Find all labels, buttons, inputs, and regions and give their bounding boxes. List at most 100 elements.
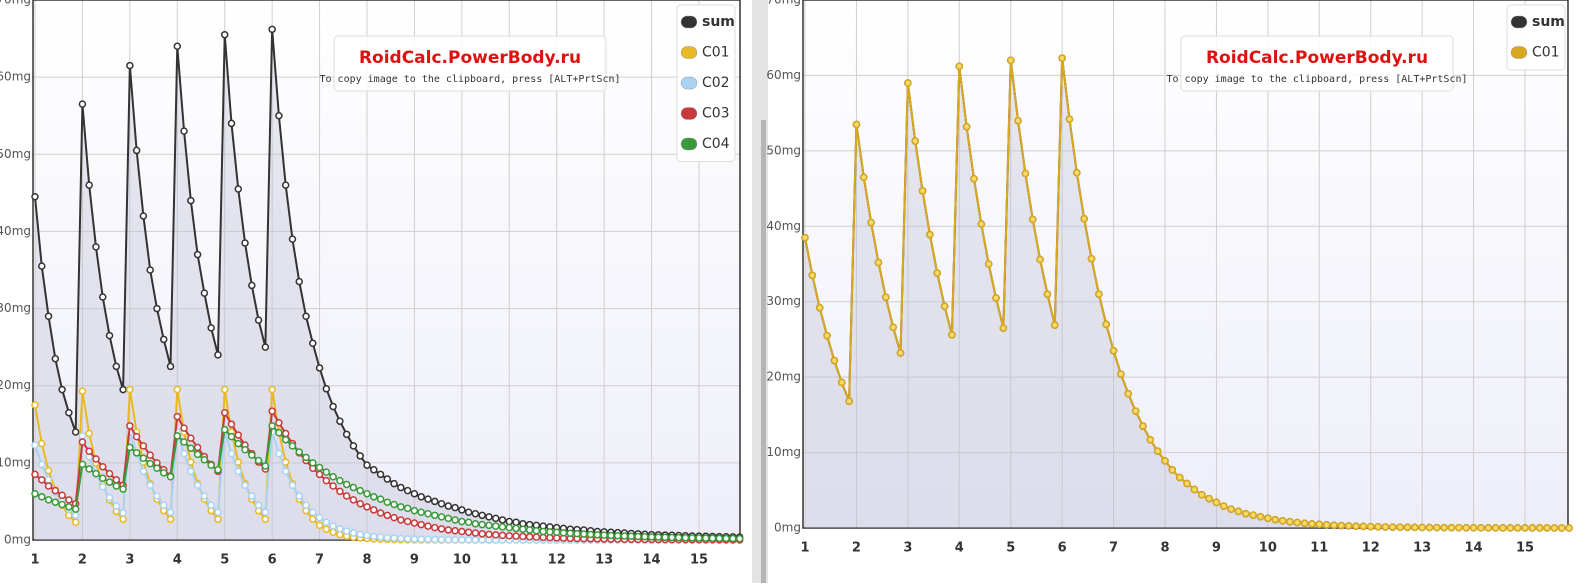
data-point (214, 351, 222, 359)
data-point (1264, 514, 1272, 522)
x-tick-label: 9 (410, 553, 419, 568)
data-point (383, 475, 392, 483)
data-point (85, 465, 93, 473)
data-point (180, 424, 188, 432)
data-point (1396, 523, 1404, 531)
data-point (132, 449, 141, 457)
legend-swatch (680, 76, 698, 90)
data-point (295, 277, 303, 286)
data-point (431, 497, 439, 506)
data-point (933, 269, 941, 277)
data-point (132, 146, 141, 155)
data-point (329, 522, 337, 530)
data-point (31, 401, 39, 409)
data-point (38, 262, 46, 270)
data-point (85, 429, 93, 438)
data-point (620, 532, 629, 540)
data-point (227, 432, 236, 441)
data-point (1183, 479, 1191, 488)
data-point (200, 289, 209, 297)
data-point (1315, 520, 1324, 529)
data-point (1014, 116, 1022, 125)
data-point (1565, 524, 1573, 532)
data-point (356, 499, 364, 508)
data-point (85, 181, 93, 189)
data-point (187, 444, 195, 452)
data-point (193, 481, 202, 489)
data-point (1447, 523, 1456, 532)
data-point (309, 459, 317, 467)
data-point (431, 523, 439, 532)
data-point (1190, 485, 1199, 494)
data-point (444, 526, 453, 534)
data-point (356, 452, 364, 460)
data-point (275, 449, 283, 458)
data-point (342, 527, 351, 535)
data-point (173, 412, 182, 421)
data-point (1300, 519, 1309, 527)
x-tick-label: 1 (30, 553, 39, 568)
data-point (139, 442, 148, 450)
data-point (295, 448, 303, 456)
data-point (38, 476, 46, 484)
y-tick-label: 20mg (0, 378, 31, 392)
data-point (837, 378, 846, 387)
data-point (1484, 524, 1493, 532)
data-point (275, 111, 283, 120)
data-point (437, 499, 446, 508)
data-point (31, 192, 39, 201)
data-point (302, 501, 310, 510)
data-point (166, 472, 175, 481)
data-point (200, 456, 209, 464)
data-point (437, 535, 446, 544)
data-point (78, 100, 87, 108)
data-point (1491, 524, 1500, 532)
scrollbar-thumb[interactable] (761, 120, 766, 583)
data-point (254, 501, 263, 510)
data-point (1153, 447, 1162, 455)
y-tick-label: 50mg (0, 147, 31, 161)
data-point (180, 449, 188, 458)
data-point (634, 532, 642, 541)
data-point (999, 324, 1008, 332)
data-point (105, 469, 114, 478)
data-point (566, 529, 575, 538)
data-point (1029, 215, 1037, 224)
data-point (268, 407, 276, 415)
data-point (159, 335, 168, 344)
x-tick-label: 4 (173, 553, 182, 568)
x-tick-label: 14 (643, 553, 661, 568)
x-tick-label: 13 (595, 553, 613, 568)
data-point (241, 239, 249, 247)
data-point (112, 502, 121, 510)
data-point (485, 521, 493, 530)
data-point (349, 483, 358, 492)
data-point (315, 470, 324, 479)
data-point (376, 509, 385, 517)
data-point (647, 533, 656, 541)
data-point (315, 364, 324, 372)
data-point (315, 513, 324, 522)
data-point (261, 515, 270, 523)
data-point (674, 533, 683, 542)
data-point (193, 450, 202, 459)
data-point (383, 498, 392, 506)
x-tick-label: 3 (903, 541, 912, 556)
data-point (58, 500, 66, 509)
data-point (363, 461, 371, 469)
data-point (1234, 507, 1243, 516)
x-tick-label: 2 (78, 553, 87, 568)
data-point (539, 533, 547, 542)
data-point (1249, 511, 1257, 519)
data-point (92, 455, 100, 463)
data-point (904, 79, 912, 87)
data-point (281, 467, 290, 476)
data-point (668, 533, 676, 542)
data-point (234, 467, 243, 476)
data-point (227, 119, 236, 128)
data-point (220, 425, 229, 434)
y-tick-label: 0mg (774, 521, 801, 535)
data-point (1102, 320, 1110, 329)
data-point (1080, 214, 1088, 223)
data-point (688, 534, 696, 542)
